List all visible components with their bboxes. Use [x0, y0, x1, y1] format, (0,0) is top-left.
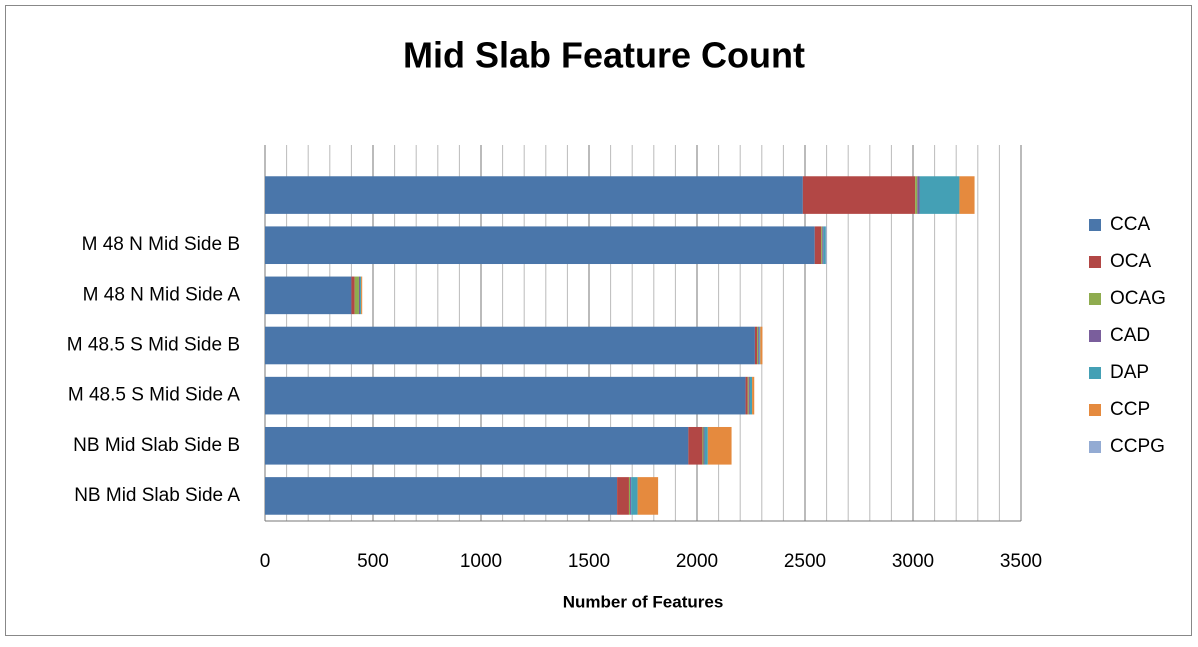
legend-label: CAD — [1110, 325, 1150, 346]
legend-label: DAP — [1110, 362, 1149, 383]
legend-swatch — [1089, 330, 1101, 342]
bar-segment — [703, 426, 705, 465]
bar-segment — [702, 426, 704, 465]
x-axis-title: Number of Features — [563, 592, 724, 611]
bar-segment — [758, 326, 760, 365]
legend-label: CCA — [1110, 214, 1150, 235]
legend-swatch — [1089, 293, 1101, 305]
bar-segment — [628, 477, 631, 515]
bar-segment — [822, 226, 824, 265]
bar-segment — [825, 226, 827, 265]
legend-swatch — [1089, 367, 1101, 379]
bar-segment — [265, 276, 352, 315]
x-tick-label: 3000 — [892, 551, 934, 572]
x-tick-label: 2500 — [784, 551, 826, 572]
x-tick-label: 1000 — [460, 551, 502, 572]
x-tick-label: 2000 — [676, 551, 718, 572]
bar-segment — [749, 376, 753, 415]
bar-segment — [265, 326, 755, 365]
x-tick-label: 500 — [357, 551, 389, 572]
bar-segment — [351, 276, 355, 315]
x-tick-label: 0 — [260, 551, 271, 572]
bar-segment — [754, 326, 758, 365]
x-tick-label: 1500 — [568, 551, 610, 572]
legend-swatch — [1089, 404, 1101, 416]
chart-border — [5, 5, 1192, 636]
bar-segment — [760, 326, 763, 365]
bar-segment — [959, 176, 975, 214]
chart-title: Mid Slab Feature Count — [403, 35, 805, 76]
y-tick-label: M 48 N Mid Side B — [82, 234, 240, 255]
bar-segment — [688, 426, 703, 465]
legend-swatch — [1089, 219, 1101, 231]
bar-segment — [757, 326, 759, 365]
bar-segment — [360, 276, 362, 315]
legend-swatch — [1089, 441, 1101, 453]
bar-segment — [707, 426, 732, 465]
bar-segment — [821, 226, 823, 265]
bar-segment — [748, 376, 750, 415]
legend-swatch — [1089, 256, 1101, 268]
bar-segment — [354, 276, 359, 315]
bar-segment — [919, 176, 960, 214]
bar-segment — [265, 376, 746, 415]
bar-segment — [823, 226, 826, 265]
y-tick-label: NB Mid Slab Side B — [73, 435, 240, 456]
bar-segment — [747, 376, 749, 415]
bar-segment — [361, 276, 363, 315]
bar-segment — [358, 276, 361, 315]
bar-segment — [759, 326, 761, 365]
x-tick-label: 3500 — [1000, 551, 1042, 572]
bar-segment — [802, 176, 916, 214]
bar-segment — [265, 176, 803, 214]
bar-segment — [265, 226, 815, 265]
y-tick-label: M 48.5 S Mid Side B — [67, 335, 240, 356]
y-tick-label: NB Mid Slab Side A — [74, 485, 240, 506]
bar-segment — [917, 176, 920, 214]
y-tick-label: M 48.5 S Mid Side A — [68, 385, 240, 406]
bar-segment — [752, 376, 755, 415]
y-tick-label: M 48 N Mid Side A — [83, 284, 241, 305]
legend-label: OCA — [1110, 251, 1152, 272]
bar-segment — [631, 477, 638, 515]
bar-segment — [745, 376, 748, 415]
bar-segment — [630, 477, 632, 515]
bar-segment — [265, 477, 618, 515]
legend-label: CCPG — [1110, 436, 1165, 457]
bar-segment — [704, 426, 708, 465]
bar-segment — [617, 477, 629, 515]
bar-segment — [637, 477, 659, 515]
bar-segment — [814, 226, 822, 265]
bar-segment — [265, 426, 689, 465]
bar-segment — [915, 176, 918, 214]
legend-label: OCAG — [1110, 288, 1166, 309]
legend-label: CCP — [1110, 399, 1150, 420]
